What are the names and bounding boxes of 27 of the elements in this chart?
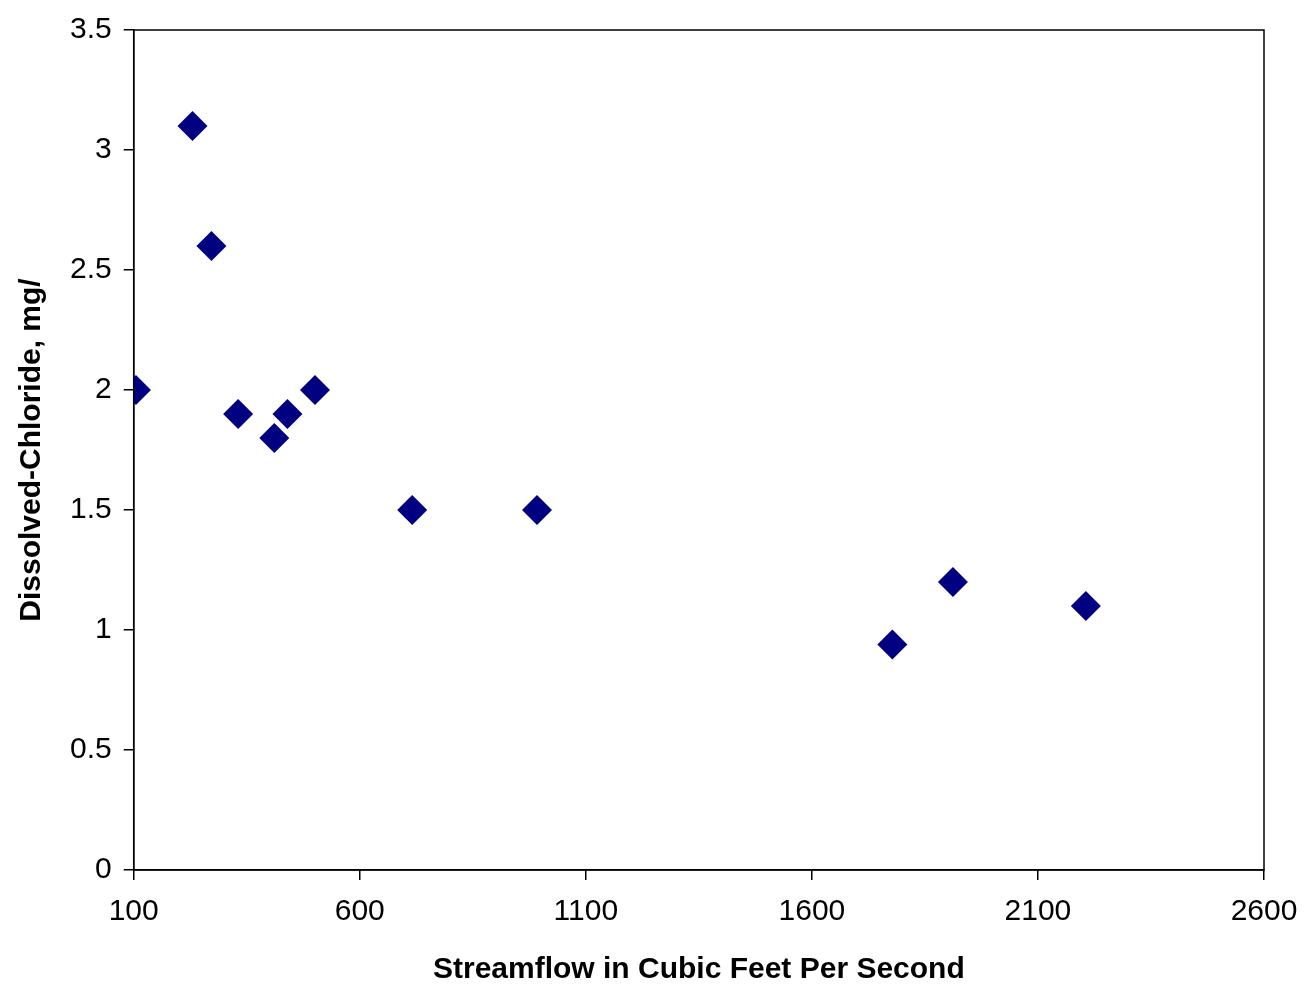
x-tick-label: 1600 <box>778 893 846 927</box>
point <box>397 495 428 525</box>
point <box>937 567 968 597</box>
y-tick-label: 2.5 <box>69 251 112 285</box>
y-tick-label: 2 <box>95 371 112 405</box>
y-tick-label: 0 <box>95 851 112 885</box>
x-tick-label: 2100 <box>1004 893 1072 927</box>
point <box>259 423 290 453</box>
point <box>272 399 303 429</box>
x-axis-title: Streamflow in Cubic Feet Per Second <box>432 951 965 985</box>
y-axis-title: Dissolved-Chloride, mg/ <box>13 277 47 622</box>
x-tick-label: 100 <box>108 893 159 927</box>
y-tick-label: 3 <box>95 131 112 165</box>
y-tick-label: 1.5 <box>69 491 112 525</box>
point <box>521 495 552 525</box>
point <box>1070 591 1101 621</box>
y-tick-label: 0.5 <box>69 731 112 765</box>
x-tick-label: 600 <box>334 893 385 927</box>
point <box>300 375 330 405</box>
point <box>177 111 208 141</box>
point <box>223 399 254 429</box>
point <box>196 231 227 261</box>
x-tick-label: 2600 <box>1230 893 1298 927</box>
y-tick-label: 3.5 <box>69 11 112 45</box>
y-tick-label: 1 <box>95 611 112 645</box>
x-tick-label: 1100 <box>553 893 619 927</box>
point <box>877 629 908 660</box>
